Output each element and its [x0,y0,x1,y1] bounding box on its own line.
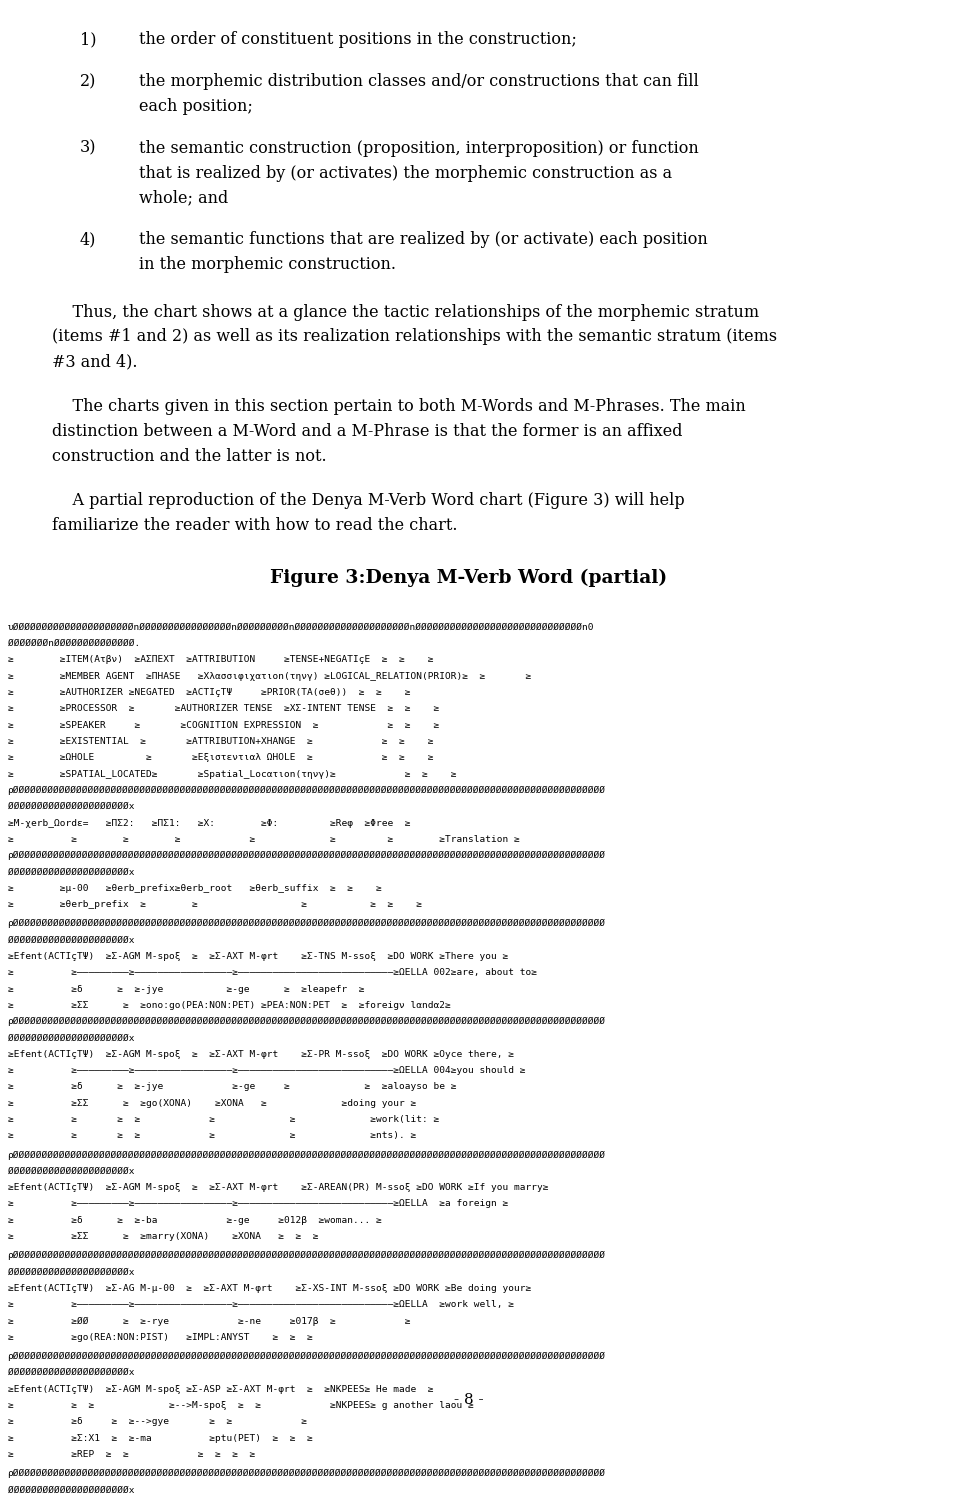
Text: ≥          ≥δ     ≥  ≥-->gye       ≥  ≥            ≥: ≥ ≥δ ≥ ≥-->gye ≥ ≥ ≥ [8,1417,306,1426]
Text: ≥M-χerb_Ωordε=   ≥ΠΣ2:   ≥ΠΣ1:   ≥X:        ≥Φ:         ≥Reφ  ≥Φree  ≥: ≥M-χerb_Ωordε= ≥ΠΣ2: ≥ΠΣ1: ≥X: ≥Φ: ≥Reφ … [8,819,410,828]
Text: ρØØØØØØØØØØØØØØØØØØØØØØØØØØØØØØØØØØØØØØØØØØØØØØØØØØØØØØØØØØØØØØØØØØØØØØØØØØØØØØØ: ρØØØØØØØØØØØØØØØØØØØØØØØØØØØØØØØØØØØØØØØ… [8,1351,606,1360]
Text: ρØØØØØØØØØØØØØØØØØØØØØØØØØØØØØØØØØØØØØØØØØØØØØØØØØØØØØØØØØØØØØØØØØØØØØØØØØØØØØØØ: ρØØØØØØØØØØØØØØØØØØØØØØØØØØØØØØØØØØØØØØØ… [8,1017,606,1027]
Text: ≥Efent(ACTIçTΨ)  ≥Σ-AGM M-spoξ  ≥  ≥Σ-AXT M-φrt    ≥Σ-TNS M-ssoξ  ≥DO WORK ≥Ther: ≥Efent(ACTIçTΨ) ≥Σ-AGM M-spoξ ≥ ≥Σ-AXT M… [8,952,508,961]
Text: ≥        ≥PROCESSOR  ≥       ≥AUTHORIZER TENSE  ≥XΣ-INTENT TENSE  ≥  ≥    ≥: ≥ ≥PROCESSOR ≥ ≥AUTHORIZER TENSE ≥XΣ-INT… [8,704,439,713]
Text: ≥        ≥EXISTENTIAL  ≥       ≥ATTRIBUTION+XHANGE  ≥            ≥  ≥    ≥: ≥ ≥EXISTENTIAL ≥ ≥ATTRIBUTION+XHANGE ≥ ≥… [8,737,433,746]
Text: ≥          ≥δ      ≥  ≥-jye            ≥-ge     ≥             ≥  ≥aloayso be ≥: ≥ ≥δ ≥ ≥-jye ≥-ge ≥ ≥ ≥aloayso be ≥ [8,1082,456,1091]
Text: whole; and: whole; and [139,190,228,206]
Text: ≥          ≥  ≥             ≥-->M-spoξ  ≥  ≥            ≥NKPEES≥ g another laou : ≥ ≥ ≥ ≥-->M-spoξ ≥ ≥ ≥NKPEES≥ g another … [8,1401,473,1410]
Text: ρØØØØØØØØØØØØØØØØØØØØØØØØØØØØØØØØØØØØØØØØØØØØØØØØØØØØØØØØØØØØØØØØØØØØØØØØØØØØØØØ: ρØØØØØØØØØØØØØØØØØØØØØØØØØØØØØØØØØØØØØØØ… [8,919,606,928]
Text: ØØØØØØØØØØØØØØØØØØØØØx: ØØØØØØØØØØØØØØØØØØØØØx [8,1166,134,1177]
Text: ≥          ≥ΣΣ      ≥  ≥go(XONA)    ≥XONA   ≥             ≥doing your ≥: ≥ ≥ΣΣ ≥ ≥go(XONA) ≥XONA ≥ ≥doing your ≥ [8,1099,416,1108]
Text: each position;: each position; [139,97,252,115]
Text: Thus, the chart shows at a glance the tactic relationships of the morphemic stra: Thus, the chart shows at a glance the ta… [52,303,758,320]
Text: the semantic construction (proposition, interproposition) or function: the semantic construction (proposition, … [139,139,699,157]
Text: #3 and 4).: #3 and 4). [52,353,137,371]
Text: the semantic functions that are realized by (or activate) each position: the semantic functions that are realized… [139,232,708,248]
Text: Figure 3:Denya M-Verb Word (partial): Figure 3:Denya M-Verb Word (partial) [271,570,667,588]
Text: construction and the latter is not.: construction and the latter is not. [52,447,326,465]
Text: ρØØØØØØØØØØØØØØØØØØØØØØØØØØØØØØØØØØØØØØØØØØØØØØØØØØØØØØØØØØØØØØØØØØØØØØØØØØØØØØØ: ρØØØØØØØØØØØØØØØØØØØØØØØØØØØØØØØØØØØØØØØ… [8,1151,606,1160]
Text: ≥          ≥       ≥  ≥            ≥             ≥             ≥work(lit: ≥: ≥ ≥ ≥ ≥ ≥ ≥ ≥work(lit: ≥ [8,1115,439,1124]
Text: ØØØØØØØØØØØØØØØØØØØØØx: ØØØØØØØØØØØØØØØØØØØØØx [8,803,134,812]
Text: 3): 3) [80,139,96,157]
Text: ØØØØØØØØØØØØØØØØØØØØØx: ØØØØØØØØØØØØØØØØØØØØØx [8,1368,134,1377]
Text: ≥        ≥MEMBER AGENT  ≥ΠHASE   ≥Xλασσιφιχατιon(τηνγ) ≥LOGICAL_RELATION(PRIOR)≥: ≥ ≥MEMBER AGENT ≥ΠHASE ≥Xλασσιφιχατιon(τ… [8,671,531,680]
Text: the order of constituent positions in the construction;: the order of constituent positions in th… [139,31,577,48]
Text: familiarize the reader with how to read the chart.: familiarize the reader with how to read … [52,517,457,534]
Text: ≥          ≥δ      ≥  ≥-jye           ≥-ge      ≥  ≥leapefr  ≥: ≥ ≥δ ≥ ≥-jye ≥-ge ≥ ≥leapefr ≥ [8,985,364,994]
Text: 1): 1) [80,31,96,48]
Text: ØØØØØØØØØØØØØØØØØØØØØx: ØØØØØØØØØØØØØØØØØØØØØx [8,1268,134,1277]
Text: ≥        ≥θerb_prefix  ≥        ≥                  ≥           ≥  ≥    ≥: ≥ ≥θerb_prefix ≥ ≥ ≥ ≥ ≥ ≥ [8,900,421,909]
Text: ≥Efent(ACTIçTΨ)  ≥Σ-AGM M-spoξ  ≥  ≥Σ-AXT M-φrt    ≥Σ-AREAN(PR) M-ssoξ ≥DO WORK : ≥Efent(ACTIçTΨ) ≥Σ-AGM M-spoξ ≥ ≥Σ-AXT M… [8,1183,548,1192]
Text: ρØØØØØØØØØØØØØØØØØØØØØØØØØØØØØØØØØØØØØØØØØØØØØØØØØØØØØØØØØØØØØØØØØØØØØØØØØØØØØØØ: ρØØØØØØØØØØØØØØØØØØØØØØØØØØØØØØØØØØØØØØØ… [8,1251,606,1260]
Text: υØØØØØØØØØØØØØØØØØØØØØnØØØØØØØØØØØØØØØØnØØØØØØØØØnØØØØØØØØØØØØØØØØØØØØnØØØØØØØØØ: υØØØØØØØØØØØØØØØØØØØØØnØØØØØØØØØØØØØØØØn… [8,623,594,632]
Text: 2): 2) [80,73,96,90]
Text: ØØØØØØØØØØØØØØØØØØØØØx: ØØØØØØØØØØØØØØØØØØØØØx [8,1486,134,1495]
Text: ρØØØØØØØØØØØØØØØØØØØØØØØØØØØØØØØØØØØØØØØØØØØØØØØØØØØØØØØØØØØØØØØØØØØØØØØØØØØØØØØ: ρØØØØØØØØØØØØØØØØØØØØØØØØØØØØØØØØØØØØØØØ… [8,786,606,795]
Text: distinction between a M-Word and a M-Phrase is that the former is an affixed: distinction between a M-Word and a M-Phr… [52,423,683,440]
Text: - 8 -: - 8 - [454,1393,484,1407]
Text: ≥        ≥SPATIAL_LOCATED≥       ≥Spatial_Locατιon(τηνγ)≥            ≥  ≥    ≥: ≥ ≥SPATIAL_LOCATED≥ ≥Spatial_Locατιon(τη… [8,770,456,779]
Text: ≥          ≥Σ:X1  ≥  ≥-ma          ≥ptu(PET)  ≥  ≥  ≥: ≥ ≥Σ:X1 ≥ ≥-ma ≥ptu(PET) ≥ ≥ ≥ [8,1434,312,1443]
Text: ≥          ≥ΣΣ      ≥  ≥marry(XONA)    ≥XONA   ≥  ≥  ≥: ≥ ≥ΣΣ ≥ ≥marry(XONA) ≥XONA ≥ ≥ ≥ [8,1232,318,1241]
Text: A partial reproduction of the Denya M-Verb Word chart (Figure 3) will help: A partial reproduction of the Denya M-Ve… [52,492,684,510]
Text: ≥          ≥        ≥        ≥            ≥             ≥         ≥        ≥Tran: ≥ ≥ ≥ ≥ ≥ ≥ ≥ ≥Tran [8,834,519,843]
Text: ≥        ≥AUTHORIZER ≥NEGATED  ≥ACTIçTΨ     ≥PRIOR(TA(σeθ))  ≥  ≥    ≥: ≥ ≥AUTHORIZER ≥NEGATED ≥ACTIçTΨ ≥PRIOR(T… [8,688,410,697]
Text: ≥        ≥μ-00   ≥θerb_prefix≥θerb_root   ≥θerb_suffix  ≥  ≥    ≥: ≥ ≥μ-00 ≥θerb_prefix≥θerb_root ≥θerb_suf… [8,884,381,893]
Text: ≥          ≥—————————≥—————————————————≥———————————————————————————≥ΩELLA 004≥yo: ≥ ≥—————————≥—————————————————≥—————————… [8,1066,525,1075]
Text: ρØØØØØØØØØØØØØØØØØØØØØØØØØØØØØØØØØØØØØØØØØØØØØØØØØØØØØØØØØØØØØØØØØØØØØØØØØØØØØØØ: ρØØØØØØØØØØØØØØØØØØØØØØØØØØØØØØØØØØØØØØØ… [8,1470,606,1479]
Text: 4): 4) [80,232,96,248]
Text: ≥Efent(ACTIçTΨ)  ≥Σ-AGM M-spoξ ≥Σ-ASP ≥Σ-AXT M-φrt  ≥  ≥NKPEES≥ He made  ≥: ≥Efent(ACTIçTΨ) ≥Σ-AGM M-spoξ ≥Σ-ASP ≥Σ-… [8,1384,433,1393]
Text: ≥          ≥δ      ≥  ≥-ba            ≥-ge     ≥012β  ≥woman... ≥: ≥ ≥δ ≥ ≥-ba ≥-ge ≥012β ≥woman... ≥ [8,1215,381,1224]
Text: (items #1 and 2) as well as its realization relationships with the semantic stra: (items #1 and 2) as well as its realizat… [52,329,777,345]
Text: ≥Efent(ACTIçTΨ)  ≥Σ-AGM M-spoξ  ≥  ≥Σ-AXT M-φrt    ≥Σ-PR M-ssoξ  ≥DO WORK ≥Oyce : ≥Efent(ACTIçTΨ) ≥Σ-AGM M-spoξ ≥ ≥Σ-AXT M… [8,1049,514,1058]
Text: ≥          ≥       ≥  ≥            ≥             ≥             ≥nts). ≥: ≥ ≥ ≥ ≥ ≥ ≥ ≥nts). ≥ [8,1132,416,1141]
Text: ≥          ≥go(REA:NON:PIST)   ≥IMPL:ANYST    ≥  ≥  ≥: ≥ ≥go(REA:NON:PIST) ≥IMPL:ANYST ≥ ≥ ≥ [8,1334,312,1343]
Text: The charts given in this section pertain to both M-Words and M-Phrases. The main: The charts given in this section pertain… [52,398,745,416]
Text: ØØØØØØØØØØØØØØØØØØØØØx: ØØØØØØØØØØØØØØØØØØØØØx [8,1033,134,1042]
Text: ≥          ≥—————————≥—————————————————≥———————————————————————————≥ΩELLA  ≥a fo: ≥ ≥—————————≥—————————————————≥—————————… [8,1199,508,1208]
Text: in the morphemic construction.: in the morphemic construction. [139,256,396,274]
Text: the morphemic distribution classes and/or constructions that can fill: the morphemic distribution classes and/o… [139,73,699,90]
Text: ØØØØØØØØØØØØØØØØØØØØØx: ØØØØØØØØØØØØØØØØØØØØØx [8,867,134,876]
Text: ØØØØØØØØØØØØØØØØØØØØØx: ØØØØØØØØØØØØØØØØØØØØØx [8,936,134,945]
Text: ≥Efent(ACTIçTΨ)  ≥Σ-AG M-μ-00  ≥  ≥Σ-AXT M-φrt    ≥Σ-XS-INT M-ssoξ ≥DO WORK ≥Be : ≥Efent(ACTIçTΨ) ≥Σ-AG M-μ-00 ≥ ≥Σ-AXT M-… [8,1284,531,1293]
Text: ØØØØØØØnØØØØØØØØØØØØØØ.: ØØØØØØØnØØØØØØØØØØØØØØ. [8,638,140,649]
Text: that is realized by (or activates) the morphemic construction as a: that is realized by (or activates) the m… [139,164,672,181]
Text: ≥          ≥ØØ      ≥  ≥-rye            ≥-ne     ≥017β  ≥            ≥: ≥ ≥ØØ ≥ ≥-rye ≥-ne ≥017β ≥ ≥ [8,1317,410,1326]
Text: ≥          ≥—————————≥—————————————————≥———————————————————————————≥ΩELLA 002≥ar: ≥ ≥—————————≥—————————————————≥—————————… [8,969,537,978]
Text: ≥        ≥SPEAKER     ≥       ≥COGNITION EXPRESSION  ≥            ≥  ≥    ≥: ≥ ≥SPEAKER ≥ ≥COGNITION EXPRESSION ≥ ≥ ≥… [8,721,439,730]
Text: ρØØØØØØØØØØØØØØØØØØØØØØØØØØØØØØØØØØØØØØØØØØØØØØØØØØØØØØØØØØØØØØØØØØØØØØØØØØØØØØØ: ρØØØØØØØØØØØØØØØØØØØØØØØØØØØØØØØØØØØØØØØ… [8,851,606,860]
Text: ≥          ≥ΣΣ      ≥  ≥ono:go(PEA:NON:PET) ≥PEA:NON:PET  ≥  ≥foreigν lαndα2≥: ≥ ≥ΣΣ ≥ ≥ono:go(PEA:NON:PET) ≥PEA:NON:PE… [8,1000,450,1009]
Text: ≥        ≥ITEM(Aτβν)  ≥AΣΠEXT  ≥ATTRIBUTION     ≥TENSE+NEGATIçE  ≥  ≥    ≥: ≥ ≥ITEM(Aτβν) ≥AΣΠEXT ≥ATTRIBUTION ≥TENS… [8,655,433,664]
Text: ≥          ≥—————————≥—————————————————≥———————————————————————————≥ΩELLA  ≥work: ≥ ≥—————————≥—————————————————≥—————————… [8,1301,514,1310]
Text: ≥        ≥ΩHOLE         ≥       ≥Eξιστεντιαλ ΩHOLE  ≥            ≥  ≥    ≥: ≥ ≥ΩHOLE ≥ ≥Eξιστεντιαλ ΩHOLE ≥ ≥ ≥ ≥ [8,753,433,762]
Text: ≥          ≥REP  ≥  ≥            ≥  ≥  ≥  ≥: ≥ ≥REP ≥ ≥ ≥ ≥ ≥ ≥ [8,1450,254,1459]
